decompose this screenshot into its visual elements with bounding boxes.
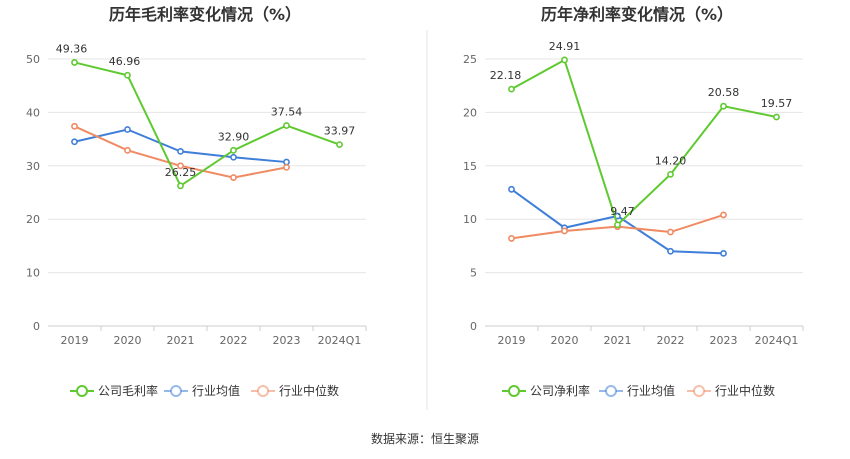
data-point xyxy=(230,153,237,161)
data-point xyxy=(720,102,727,110)
data-label: 19.57 xyxy=(761,97,793,110)
right-legend: 公司净利率 行业均值 行业中位数 xyxy=(502,383,775,398)
x-tick-label: 2022 xyxy=(657,334,685,347)
legend-marker xyxy=(170,385,182,397)
data-point xyxy=(71,59,78,66)
left-series xyxy=(71,59,343,190)
right-data-labels: 22.18 24.91 9.47 14.20 20.58 19.57 xyxy=(490,40,793,218)
y-tick-label: 0 xyxy=(33,320,40,333)
data-label: 14.20 xyxy=(655,154,687,167)
left-x-ticks: 2019 2020 2021 2022 2023 2024Q1 xyxy=(61,326,367,347)
data-point xyxy=(508,85,515,93)
legend-label: 行业均值 xyxy=(192,383,240,398)
data-label: 46.96 xyxy=(109,55,141,68)
data-point xyxy=(124,146,131,154)
data-point xyxy=(230,174,237,181)
x-tick-label: 2019 xyxy=(498,334,526,347)
y-tick-label: 0 xyxy=(470,320,477,333)
data-point xyxy=(667,170,674,178)
data-point xyxy=(773,113,780,121)
y-tick-label: 10 xyxy=(463,213,477,226)
x-tick-label: 2023 xyxy=(710,334,738,347)
data-point xyxy=(720,249,727,257)
x-tick-label: 2020 xyxy=(114,334,142,347)
data-point xyxy=(71,138,78,146)
data-label: 20.58 xyxy=(708,86,740,99)
data-point xyxy=(508,235,515,242)
legend-label: 公司净利率 xyxy=(530,383,590,398)
left-y-ticks: 0 10 20 30 40 50 xyxy=(26,53,40,333)
data-label: 22.18 xyxy=(490,69,522,82)
data-point xyxy=(177,182,184,190)
y-tick-label: 40 xyxy=(26,106,40,119)
x-tick-label: 2023 xyxy=(273,334,301,347)
legend-marker xyxy=(693,385,705,397)
data-point xyxy=(508,185,515,193)
legend-label: 行业中位数 xyxy=(715,383,775,398)
right-chart-title: 历年净利率变化情况（%） xyxy=(541,5,733,24)
source-note: 数据来源：恒生聚源 xyxy=(371,431,479,446)
y-tick-label: 20 xyxy=(463,106,477,119)
data-point xyxy=(124,126,131,133)
left-chart-title: 历年毛利率变化情况（%） xyxy=(109,5,301,24)
data-point xyxy=(283,164,290,171)
data-point xyxy=(561,227,568,235)
left-data-labels: 49.36 46.96 26.25 32.90 37.54 33.97 xyxy=(56,42,356,178)
data-point xyxy=(124,71,131,79)
right-chart: 历年净利率变化情况（%） 0 5 10 15 20 25 2019 2020 2021 2022… xyxy=(463,5,804,398)
series-line-company xyxy=(74,61,340,188)
x-tick-label: 2021 xyxy=(167,334,195,347)
data-point xyxy=(336,141,343,149)
data-point xyxy=(720,211,727,219)
left-legend: 公司毛利率 行业均值 行业中位数 xyxy=(70,383,339,398)
data-point xyxy=(177,147,184,155)
data-label: 32.90 xyxy=(218,130,250,143)
y-tick-label: 5 xyxy=(470,267,477,280)
data-point xyxy=(667,228,674,236)
y-tick-label: 50 xyxy=(26,53,40,66)
data-point xyxy=(667,247,674,255)
legend-label: 公司毛利率 xyxy=(98,383,158,398)
right-series xyxy=(508,56,780,257)
data-label: 37.54 xyxy=(271,106,303,119)
x-tick-label: 2024Q1 xyxy=(755,334,799,347)
y-tick-label: 30 xyxy=(26,160,40,173)
x-tick-label: 2019 xyxy=(61,334,89,347)
right-x-ticks: 2019 2020 2021 2022 2023 2024Q1 xyxy=(498,326,804,347)
data-point xyxy=(230,146,237,154)
y-tick-label: 15 xyxy=(463,160,477,173)
x-tick-label: 2024Q1 xyxy=(318,334,362,347)
data-label: 26.25 xyxy=(165,166,197,179)
series-line-company xyxy=(511,58,777,227)
x-tick-label: 2020 xyxy=(551,334,579,347)
right-grid xyxy=(485,58,803,327)
data-label: 24.91 xyxy=(549,40,581,53)
legend-label: 行业均值 xyxy=(627,383,675,398)
data-point xyxy=(283,158,290,166)
left-chart: 历年毛利率变化情况（%） 0 10 20 30 40 50 2019 2020 2021 202… xyxy=(26,5,367,398)
series-line-industry_avg xyxy=(74,128,287,164)
data-point xyxy=(71,122,78,130)
data-label: 49.36 xyxy=(56,42,88,55)
data-point xyxy=(561,56,568,64)
data-point xyxy=(177,162,184,170)
data-point xyxy=(614,221,621,229)
x-tick-label: 2021 xyxy=(604,334,632,347)
series-line-industry_avg xyxy=(510,188,724,255)
left-grid xyxy=(48,58,366,327)
y-tick-label: 20 xyxy=(26,213,40,226)
legend-label: 行业中位数 xyxy=(279,383,339,398)
x-tick-label: 2022 xyxy=(220,334,248,347)
data-label: 9.47 xyxy=(610,205,635,218)
y-tick-label: 25 xyxy=(463,53,477,66)
data-point xyxy=(283,122,290,129)
legend-marker xyxy=(605,385,617,397)
y-tick-label: 10 xyxy=(26,267,40,280)
data-label: 33.97 xyxy=(324,125,356,138)
legend-marker xyxy=(257,385,269,397)
legend-marker xyxy=(76,385,88,397)
right-y-ticks: 0 5 10 15 20 25 xyxy=(463,53,477,333)
legend-marker xyxy=(508,385,520,397)
